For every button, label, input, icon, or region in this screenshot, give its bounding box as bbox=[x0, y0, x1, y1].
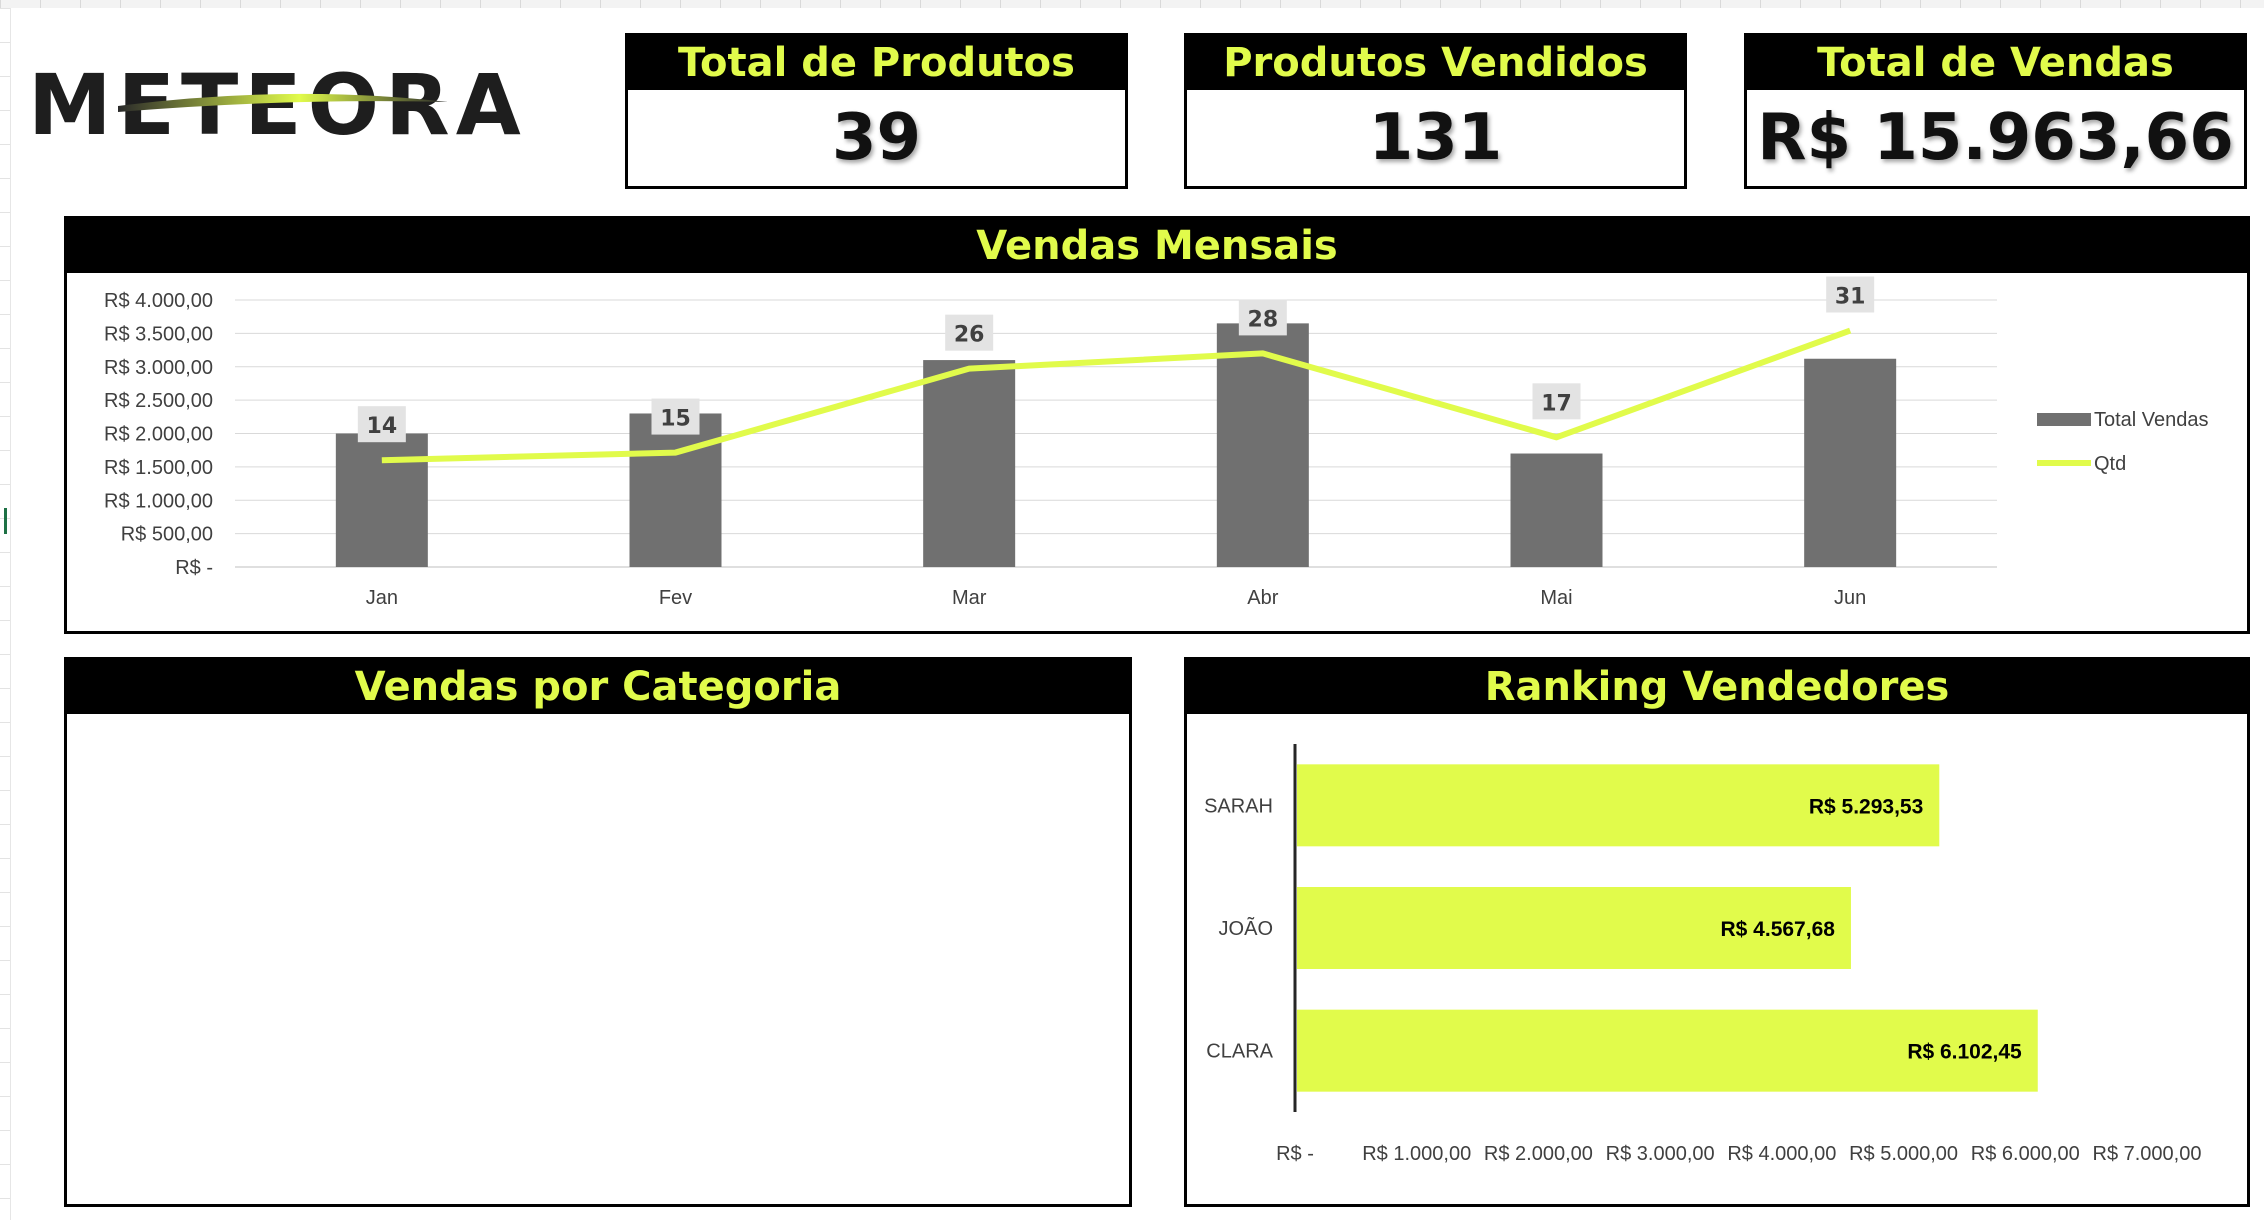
bar-total-vendas bbox=[1804, 358, 1897, 567]
x-tick-label: R$ 5.000,00 bbox=[1849, 1143, 1958, 1165]
seller-name-label: SARAH bbox=[1204, 795, 1273, 817]
qtd-data-label: 17 bbox=[1532, 383, 1581, 420]
y-tick-label: R$ 2.000,00 bbox=[104, 424, 213, 446]
kpi-value: R$ 15.963,66 bbox=[1757, 101, 2234, 175]
data-label-text: 28 bbox=[1248, 307, 1279, 332]
ranking-bar bbox=[1297, 1009, 2038, 1092]
kpi-title: Total de Vendas bbox=[1747, 36, 2244, 90]
sheet-row-header-strip bbox=[0, 8, 11, 1220]
category-chart-area bbox=[67, 714, 1129, 1204]
x-tick-label: R$ 3.000,00 bbox=[1606, 1143, 1715, 1165]
data-label-text: 14 bbox=[367, 414, 398, 439]
panel-vendas-por-categoria: Vendas por Categoria bbox=[64, 657, 1132, 1207]
data-label-text: 15 bbox=[660, 407, 691, 432]
panel-title: Vendas Mensais bbox=[67, 219, 2247, 273]
line-qtd bbox=[381, 327, 1852, 464]
x-tick-label: Mai bbox=[1540, 587, 1572, 609]
panel-title: Vendas por Categoria bbox=[67, 660, 1129, 714]
x-tick-label: R$ - bbox=[1276, 1143, 1314, 1165]
kpi-total-produtos: Total de Produtos 39 bbox=[625, 33, 1128, 189]
y-tick-label: R$ 3.000,00 bbox=[104, 357, 213, 379]
seller-name-label: CLARA bbox=[1206, 1041, 1273, 1063]
kpi-value: 39 bbox=[831, 101, 922, 175]
ranking-bar bbox=[1297, 764, 1940, 847]
ranking-bar bbox=[1297, 887, 1851, 969]
x-tick-label: Jan bbox=[366, 587, 398, 609]
sheet-column-header-strip bbox=[0, 0, 2264, 8]
panel-title: Ranking Vendedores bbox=[1187, 660, 2247, 714]
bar-total-vendas bbox=[923, 360, 1016, 567]
y-tick-label: R$ 500,00 bbox=[121, 524, 213, 546]
kpi-title: Produtos Vendidos bbox=[1187, 36, 1684, 90]
selected-row-indicator bbox=[4, 508, 7, 534]
legend-label: Qtd bbox=[2094, 453, 2126, 475]
legend-swatch-total-vendas bbox=[2037, 413, 2091, 426]
meteora-logo: METEORA bbox=[28, 56, 608, 162]
data-label-text: 26 bbox=[954, 323, 985, 348]
x-tick-label: Abr bbox=[1247, 587, 1278, 609]
kpi-title: Total de Produtos bbox=[628, 36, 1125, 90]
x-tick-label: Jun bbox=[1834, 587, 1866, 609]
x-tick-label: Fev bbox=[659, 587, 692, 609]
ranking-value-label: R$ 5.293,53 bbox=[1809, 795, 1923, 818]
panel-vendas-mensais: Vendas Mensais R$ 4.000,00 R$ 3.500,00 R$ … bbox=[64, 216, 2250, 634]
bar-total-vendas bbox=[629, 413, 722, 567]
qtd-data-label: 14 bbox=[357, 406, 406, 443]
qtd-data-label: 26 bbox=[945, 314, 994, 351]
ranking-value-label: R$ 6.102,45 bbox=[1907, 1041, 2022, 1064]
ranking-value-label: R$ 4.567,68 bbox=[1721, 918, 1836, 941]
bar-total-vendas bbox=[1510, 453, 1603, 567]
y-tick-label: R$ 2.500,00 bbox=[104, 390, 213, 412]
data-label-text: 31 bbox=[1835, 285, 1866, 310]
bar-total-vendas bbox=[335, 433, 428, 567]
qtd-data-label: 15 bbox=[651, 398, 700, 435]
qtd-data-label: 31 bbox=[1826, 276, 1875, 313]
logo-wordmark: METEORA bbox=[28, 62, 527, 154]
y-tick-label: R$ 3.500,00 bbox=[104, 323, 213, 345]
kpi-total-vendas: Total de Vendas R$ 15.963,66 bbox=[1744, 33, 2247, 189]
qtd-data-label: 28 bbox=[1238, 299, 1287, 336]
x-tick-label: R$ 6.000,00 bbox=[1971, 1143, 2080, 1165]
x-tick-label: Mar bbox=[952, 587, 987, 609]
data-label-bg bbox=[1238, 299, 1287, 336]
x-tick-label: R$ 1.000,00 bbox=[1362, 1143, 1471, 1165]
kpi-produtos-vendidos: Produtos Vendidos 131 bbox=[1184, 33, 1687, 189]
y-tick-label: R$ 1.000,00 bbox=[104, 490, 213, 512]
data-label-bg bbox=[1826, 276, 1875, 313]
x-tick-label: R$ 7.000,00 bbox=[2093, 1143, 2202, 1165]
monthly-sales-chart: R$ 4.000,00 R$ 3.500,00 R$ 3.000,00 R$ 2.50… bbox=[104, 276, 2209, 609]
data-label-bg bbox=[945, 314, 994, 351]
x-tick-label: R$ 2.000,00 bbox=[1484, 1143, 1593, 1165]
data-label-bg bbox=[1532, 383, 1581, 420]
y-tick-label: R$ 4.000,00 bbox=[104, 290, 213, 312]
ranking-chart: R$ 5.293,53 SARAH R$ 4.567,68 JOÃO R$ 6.102,… bbox=[1204, 744, 2202, 1165]
logo-swoosh bbox=[118, 93, 448, 112]
y-tick-label: R$ - bbox=[175, 557, 213, 579]
panel-ranking-vendedores: Ranking Vendedores R$ 5.293,53 SARAH R$ 4.… bbox=[1184, 657, 2250, 1207]
x-tick-label: R$ 4.000,00 bbox=[1727, 1143, 1836, 1165]
legend-label: Total Vendas bbox=[2094, 409, 2209, 431]
kpi-value: 131 bbox=[1368, 101, 1503, 175]
seller-name-label: JOÃO bbox=[1219, 916, 1273, 940]
y-tick-label: R$ 1.500,00 bbox=[104, 457, 213, 479]
data-label-bg bbox=[651, 398, 700, 435]
data-label-text: 17 bbox=[1541, 391, 1572, 416]
data-label-bg bbox=[357, 406, 406, 443]
meteora-logo-graphic: METEORA bbox=[28, 56, 527, 154]
